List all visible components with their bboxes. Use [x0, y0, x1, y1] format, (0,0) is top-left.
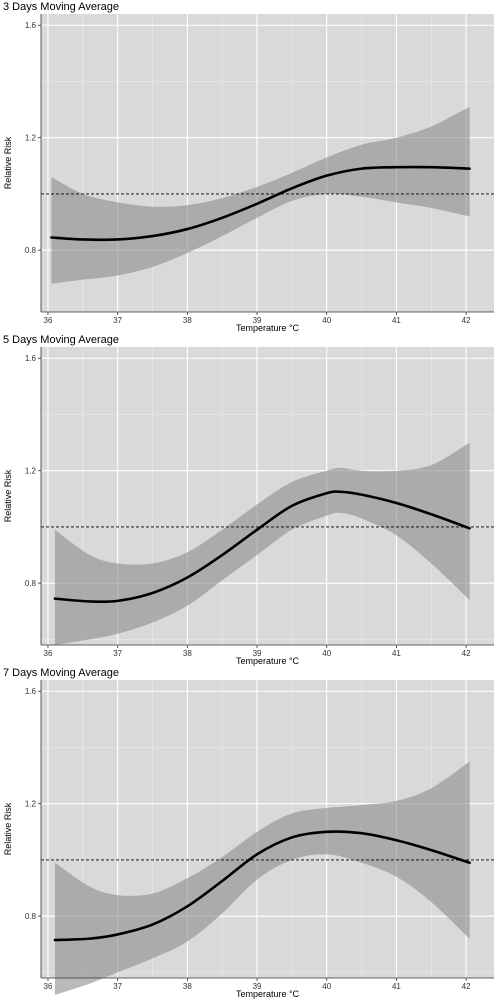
y-tick-label: 0.8 [25, 579, 37, 588]
x-axis-label: Temperature °C [236, 323, 300, 333]
x-tick-label: 42 [462, 649, 471, 658]
chart-title: 5 Days Moving Average [3, 334, 119, 346]
x-tick-label: 42 [462, 982, 471, 991]
x-tick-label: 36 [44, 982, 53, 991]
confidence-band [54, 442, 470, 645]
relative-risk-line [53, 830, 471, 942]
y-axis-label: Relative Risk [3, 469, 13, 522]
relative-risk-line [50, 165, 471, 242]
y-tick-label: 1.6 [25, 354, 37, 363]
y-tick-label: 1.2 [25, 800, 37, 809]
x-tick-label: 40 [322, 982, 331, 991]
x-tick-label: 37 [113, 649, 122, 658]
x-tick-label: 36 [44, 316, 53, 325]
relative-risk-line [53, 490, 471, 604]
x-tick-label: 37 [113, 316, 122, 325]
x-tick-label: 39 [253, 982, 262, 991]
x-tick-label: 38 [183, 316, 192, 325]
y-tick-label: 0.8 [25, 912, 37, 921]
x-tick-label: 40 [322, 316, 331, 325]
x-tick-label: 36 [44, 649, 53, 658]
y-tick-label: 0.8 [25, 246, 37, 255]
confidence-band [51, 106, 470, 284]
y-tick-label: 1.2 [25, 467, 37, 476]
confidence-band [54, 761, 470, 995]
y-tick-label: 1.6 [25, 21, 37, 30]
x-tick-label: 38 [183, 649, 192, 658]
x-tick-label: 40 [322, 649, 331, 658]
chart-title: 3 Days Moving Average [3, 1, 119, 13]
chart-title: 7 Days Moving Average [3, 667, 119, 679]
y-axis-label: Relative Risk [3, 136, 13, 189]
y-tick-label: 1.2 [25, 134, 37, 143]
x-tick-label: 39 [253, 649, 262, 658]
x-tick-label: 41 [392, 316, 401, 325]
x-tick-label: 39 [253, 316, 262, 325]
x-tick-label: 37 [113, 982, 122, 991]
x-tick-label: 38 [183, 982, 192, 991]
y-tick-label: 1.6 [25, 687, 37, 696]
y-axis-label: Relative Risk [3, 802, 13, 855]
x-axis-label: Temperature °C [236, 989, 300, 999]
x-axis-label: Temperature °C [236, 656, 300, 666]
x-tick-label: 41 [392, 649, 401, 658]
x-tick-label: 41 [392, 982, 401, 991]
x-tick-label: 42 [462, 316, 471, 325]
chart-1: 3 Days Moving Average 36 37 38 39 40 41 42 0.8 1.… [3, 1, 494, 333]
chart-2: 5 Days Moving Average 36 37 38 39 40 41 42 0.8 1.… [3, 334, 494, 666]
chart-3: 7 Days Moving Average 36 37 38 39 40 41 42 0.8 1.… [3, 667, 494, 999]
